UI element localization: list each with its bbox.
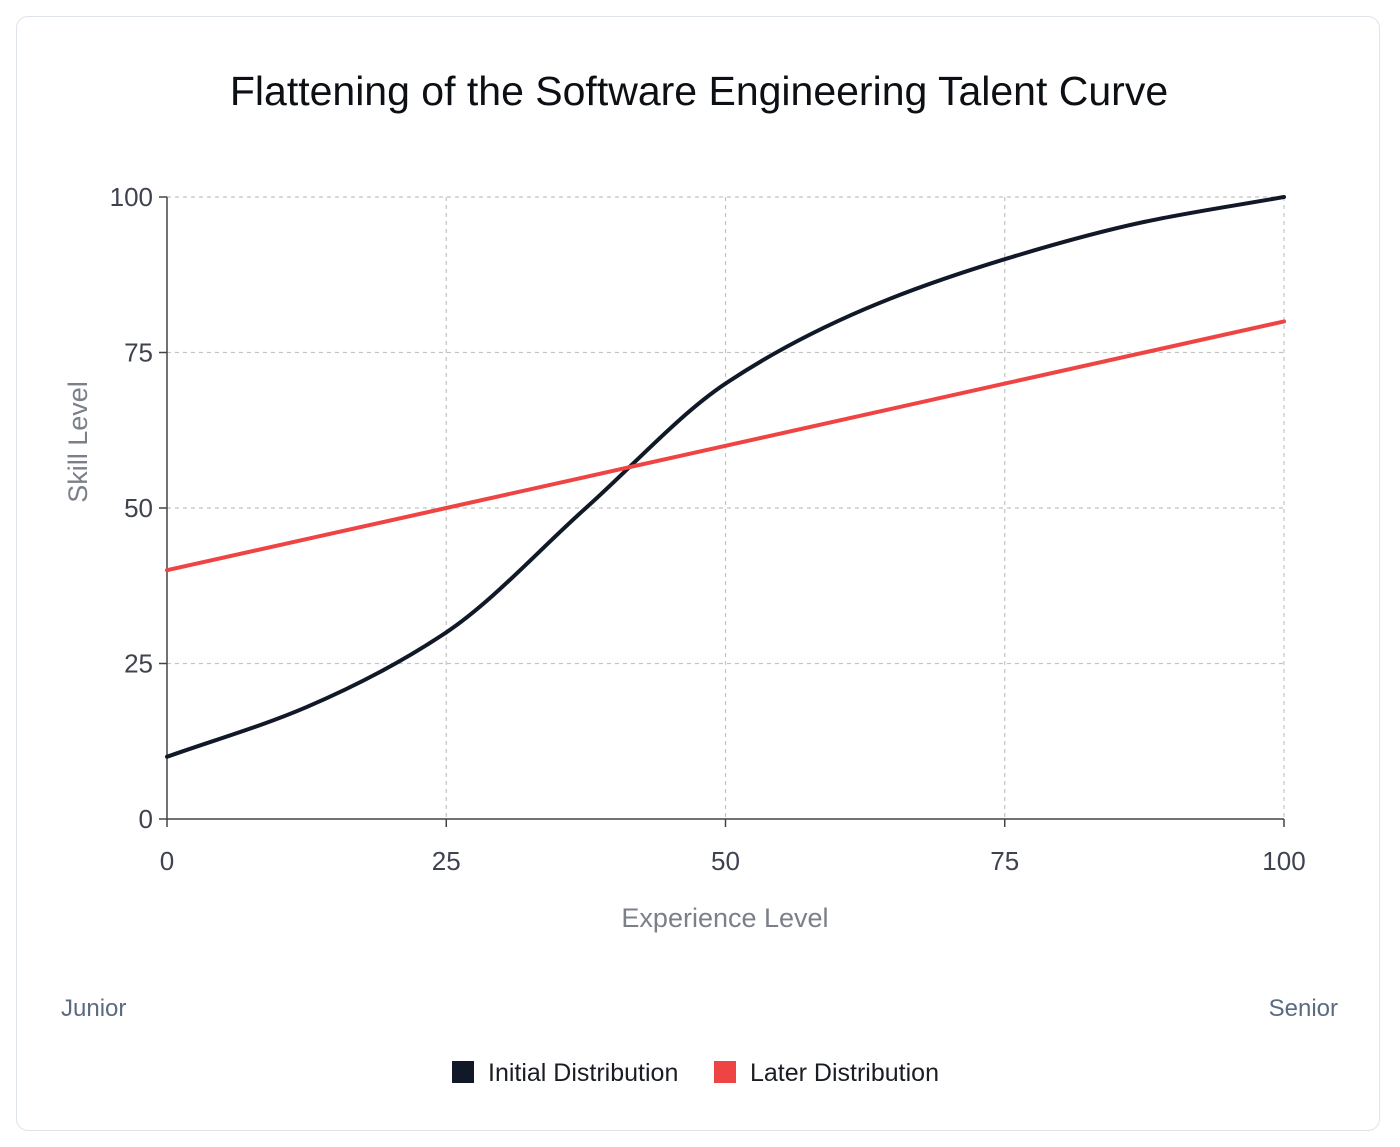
legend-label-later: Later Distribution [750,1059,939,1087]
chart-card: Flattening of the Software Engineering T… [16,16,1380,1131]
y-tick-label: 100 [110,182,153,212]
x-tick-label: 25 [432,846,461,876]
x-tick-label: 50 [711,846,740,876]
grid-layer [167,196,1285,819]
series-line-later[interactable] [165,319,1286,573]
y-tick-label: 75 [124,338,153,368]
x-axis-title: Experience Level [621,903,828,933]
chart-svg: Flattening of the Software Engineering T… [61,68,1338,1087]
legend-label-initial: Initial Distribution [488,1059,678,1087]
y-tick-label: 25 [124,649,153,679]
y-tick-label: 0 [139,804,153,834]
y-axis-title: Skill Level [63,381,93,503]
legend-swatch-initial [452,1061,474,1083]
legend: Initial Distribution Later Distribution [452,1059,939,1087]
x-tick-label: 0 [160,846,174,876]
junior-label: Junior [61,995,126,1022]
senior-label: Senior [1269,995,1338,1022]
tick-layer: 0 25 50 75 100 0 25 50 75 100 [110,182,1306,876]
series-line-initial[interactable] [165,195,1286,759]
legend-item-later[interactable]: Later Distribution [714,1059,939,1087]
legend-swatch-later [714,1061,736,1083]
chart-title: Flattening of the Software Engineering T… [230,68,1168,114]
series-layer [165,195,1286,759]
x-tick-label: 75 [990,846,1019,876]
y-tick-label: 50 [124,493,153,523]
legend-item-initial[interactable]: Initial Distribution [452,1059,678,1087]
x-tick-label: 100 [1262,846,1305,876]
